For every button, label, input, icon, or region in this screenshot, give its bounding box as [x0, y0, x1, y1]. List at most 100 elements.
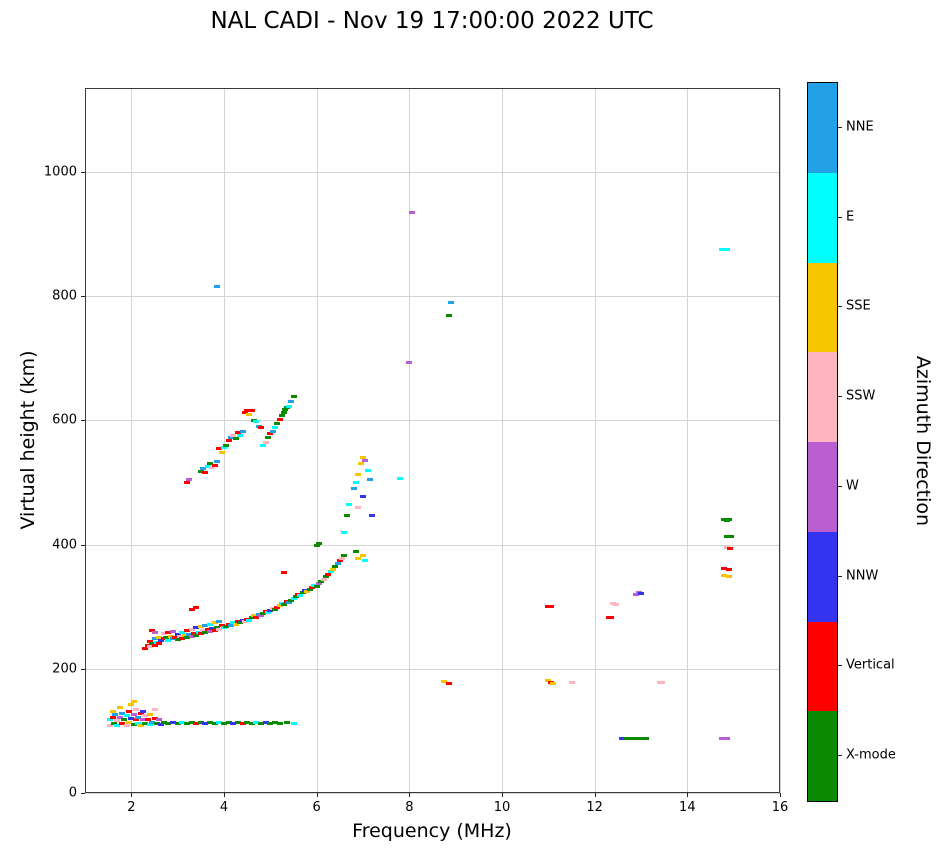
- scatter-point: [329, 567, 336, 571]
- scatter-point: [202, 631, 209, 635]
- scatter-point: [274, 421, 281, 425]
- scatter-point: [728, 534, 735, 538]
- scatter-point: [109, 709, 116, 713]
- scatter-point: [174, 721, 181, 725]
- scatter-point: [110, 721, 117, 725]
- scatter-point: [167, 634, 174, 638]
- colorbar-segment-sse: [808, 262, 837, 353]
- x-tick-label: 10: [493, 800, 511, 815]
- scatter-point: [225, 721, 232, 725]
- scatter-point: [290, 721, 297, 725]
- scatter-point: [246, 412, 253, 416]
- scatter-point: [230, 433, 237, 437]
- scatter-point: [216, 627, 223, 631]
- colorbar-tick-mark: [838, 665, 842, 667]
- y-axis-label: Virtual height (km): [17, 350, 39, 530]
- scatter-point: [107, 724, 114, 728]
- colorbar-segment-ssw: [808, 352, 837, 442]
- scatter-point: [332, 564, 339, 568]
- scatter-point: [265, 611, 272, 615]
- scatter-point: [200, 629, 207, 633]
- scatter-point: [241, 411, 248, 415]
- scatter-point: [267, 721, 274, 725]
- colorbar-segment-e: [808, 172, 837, 263]
- scatter-point: [258, 426, 265, 430]
- scatter-point: [130, 723, 137, 727]
- scatter-point: [156, 636, 163, 640]
- scatter-point: [181, 634, 188, 638]
- scatter-point: [139, 709, 146, 713]
- scatter-point: [135, 715, 142, 719]
- scatter-point: [116, 706, 123, 710]
- scatter-point: [612, 603, 619, 607]
- scatter-point: [281, 603, 288, 607]
- scatter-point: [151, 643, 158, 647]
- colorbar-tick-mark: [838, 485, 842, 487]
- scatter-point: [225, 438, 232, 442]
- scatter-point: [397, 476, 404, 480]
- scatter-point: [211, 463, 218, 467]
- y-tick-label: 200: [52, 661, 77, 677]
- scatter-point: [341, 530, 348, 534]
- scatter-point: [130, 713, 137, 717]
- scatter-point: [207, 462, 214, 466]
- scatter-point: [313, 544, 320, 548]
- x-tick-label: 6: [312, 800, 321, 815]
- scatter-point: [315, 582, 322, 586]
- scatter-point: [362, 558, 369, 562]
- scatter-point: [327, 570, 334, 574]
- scatter-point: [241, 620, 248, 624]
- scatter-point: [146, 713, 153, 717]
- scatter-point: [362, 458, 369, 462]
- scatter-point: [123, 724, 130, 728]
- scatter-point: [262, 721, 269, 725]
- scatter-point: [197, 632, 204, 636]
- x-tick-label: 2: [127, 800, 136, 815]
- y-gridline: [85, 171, 780, 173]
- scatter-point: [260, 611, 267, 615]
- scatter-point: [322, 575, 329, 579]
- colorbar-tick-mark: [838, 755, 842, 757]
- y-tick-label: 0: [68, 785, 77, 801]
- scatter-point: [197, 625, 204, 629]
- scatter-point: [448, 300, 455, 304]
- y-tick-label: 400: [52, 537, 77, 553]
- scatter-point: [218, 624, 225, 628]
- scatter-point: [297, 593, 304, 597]
- scatter-point: [282, 408, 289, 412]
- scatter-point: [151, 637, 158, 641]
- scatter-point: [202, 623, 209, 627]
- scatter-point: [176, 634, 183, 638]
- scatter-point: [195, 630, 202, 634]
- scatter-point: [137, 711, 144, 715]
- scatter-point: [204, 628, 211, 632]
- y-tick-mark: [81, 296, 85, 298]
- scatter-point: [197, 721, 204, 725]
- colorbar-segment-nnw: [808, 531, 837, 622]
- x-tick-label: 16: [771, 800, 789, 815]
- scatter-point: [726, 546, 733, 550]
- scatter-point: [253, 720, 260, 724]
- scatter-point: [209, 466, 216, 470]
- scatter-point: [234, 721, 241, 725]
- scatter-point: [726, 574, 733, 578]
- scatter-point: [258, 721, 265, 725]
- scatter-point: [209, 626, 216, 630]
- y-tick-label: 600: [52, 412, 77, 428]
- scatter-point: [547, 605, 554, 609]
- scatter-point: [360, 456, 366, 460]
- colorbar-segment-x-mode: [808, 711, 837, 801]
- scatter-point: [227, 623, 234, 627]
- y-tick-mark: [81, 420, 85, 422]
- scatter-point: [723, 247, 730, 251]
- scatter-point: [128, 716, 135, 720]
- colorbar-label-vertical: Vertical: [846, 657, 895, 673]
- scatter-point: [721, 566, 728, 570]
- x-gridline: [687, 88, 689, 793]
- scatter-point: [216, 720, 223, 724]
- scatter-point: [193, 605, 200, 609]
- chart-title: NAL CADI - Nov 19 17:00:00 2022 UTC: [210, 8, 654, 34]
- scatter-point: [132, 718, 139, 722]
- azimuth-colorbar: [807, 82, 838, 802]
- scatter-point: [158, 639, 165, 643]
